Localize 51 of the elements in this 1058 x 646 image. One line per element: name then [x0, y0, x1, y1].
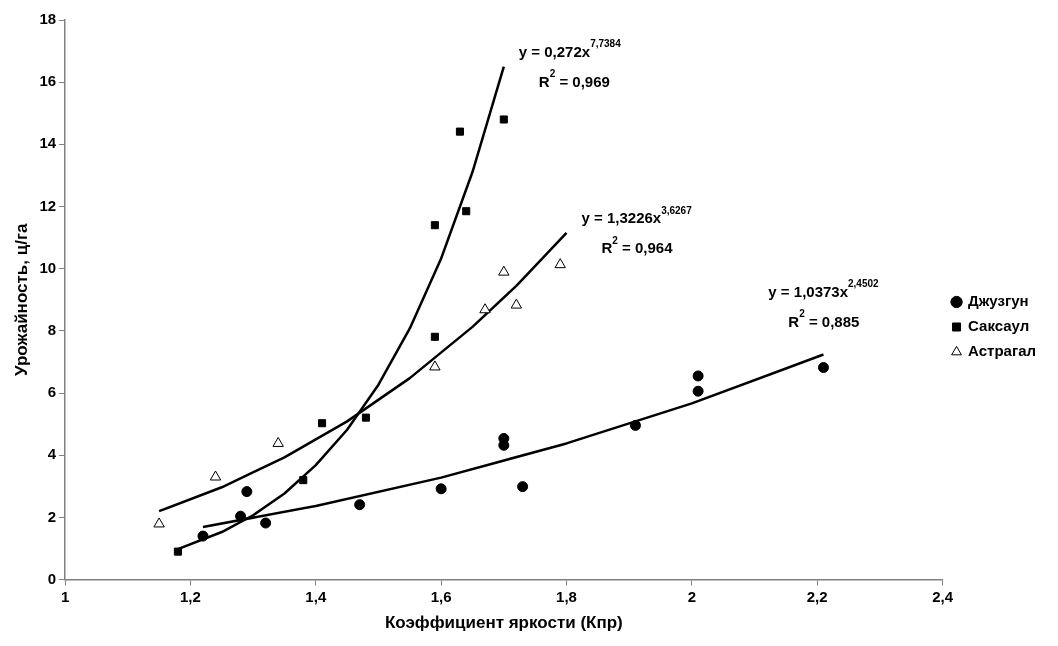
point — [430, 332, 439, 341]
point — [692, 385, 704, 397]
point — [272, 436, 284, 447]
x-tick-label: 2 — [687, 587, 697, 605]
point — [462, 207, 471, 216]
y-axis-title: Урожайность, ц/га — [11, 223, 31, 377]
y-tick-label: 0 — [47, 569, 57, 587]
y-tick-label: 18 — [39, 10, 57, 28]
x-axis-title: Коэффициент яркости (Кпр) — [384, 613, 623, 633]
x-tick-label: 2,2 — [806, 587, 828, 605]
y-tick-label: 12 — [39, 196, 57, 214]
point — [354, 499, 366, 511]
point — [629, 419, 641, 431]
x-tick-label: 2,4 — [932, 587, 954, 605]
legend-label: Джузгун — [968, 292, 1029, 310]
point — [498, 265, 510, 276]
point — [430, 221, 439, 230]
legend-label: Астрагал — [968, 342, 1037, 360]
point — [173, 547, 182, 556]
point — [209, 470, 222, 481]
point — [241, 486, 253, 498]
point — [429, 360, 441, 371]
point — [361, 413, 370, 422]
x-tick-label: 1,2 — [180, 587, 201, 605]
y-tick-label: 8 — [47, 321, 57, 339]
y-tick-label: 2 — [47, 507, 57, 525]
y-tick-label: 4 — [47, 445, 57, 463]
point — [510, 298, 523, 309]
legend-label: Саксаул — [968, 317, 1030, 335]
y-tick-label: 16 — [39, 72, 57, 90]
point — [499, 115, 508, 124]
point — [455, 127, 464, 136]
x-tick-label: 1,8 — [556, 587, 577, 605]
y-tick-label: 10 — [39, 258, 57, 276]
y-tick-label: 14 — [39, 134, 57, 152]
point — [197, 530, 209, 542]
point — [817, 362, 829, 374]
point — [692, 370, 704, 382]
point — [235, 510, 247, 522]
point — [260, 517, 272, 529]
point — [318, 419, 327, 428]
point — [554, 258, 566, 269]
point — [299, 476, 308, 485]
point — [479, 303, 491, 314]
x-tick-label: 1,6 — [430, 587, 452, 605]
point — [153, 517, 165, 528]
point — [435, 483, 447, 495]
point — [517, 481, 529, 493]
x-tick-label: 1,4 — [305, 587, 327, 605]
x-tick-label: 1 — [60, 587, 70, 605]
y-tick-label: 6 — [47, 383, 57, 401]
